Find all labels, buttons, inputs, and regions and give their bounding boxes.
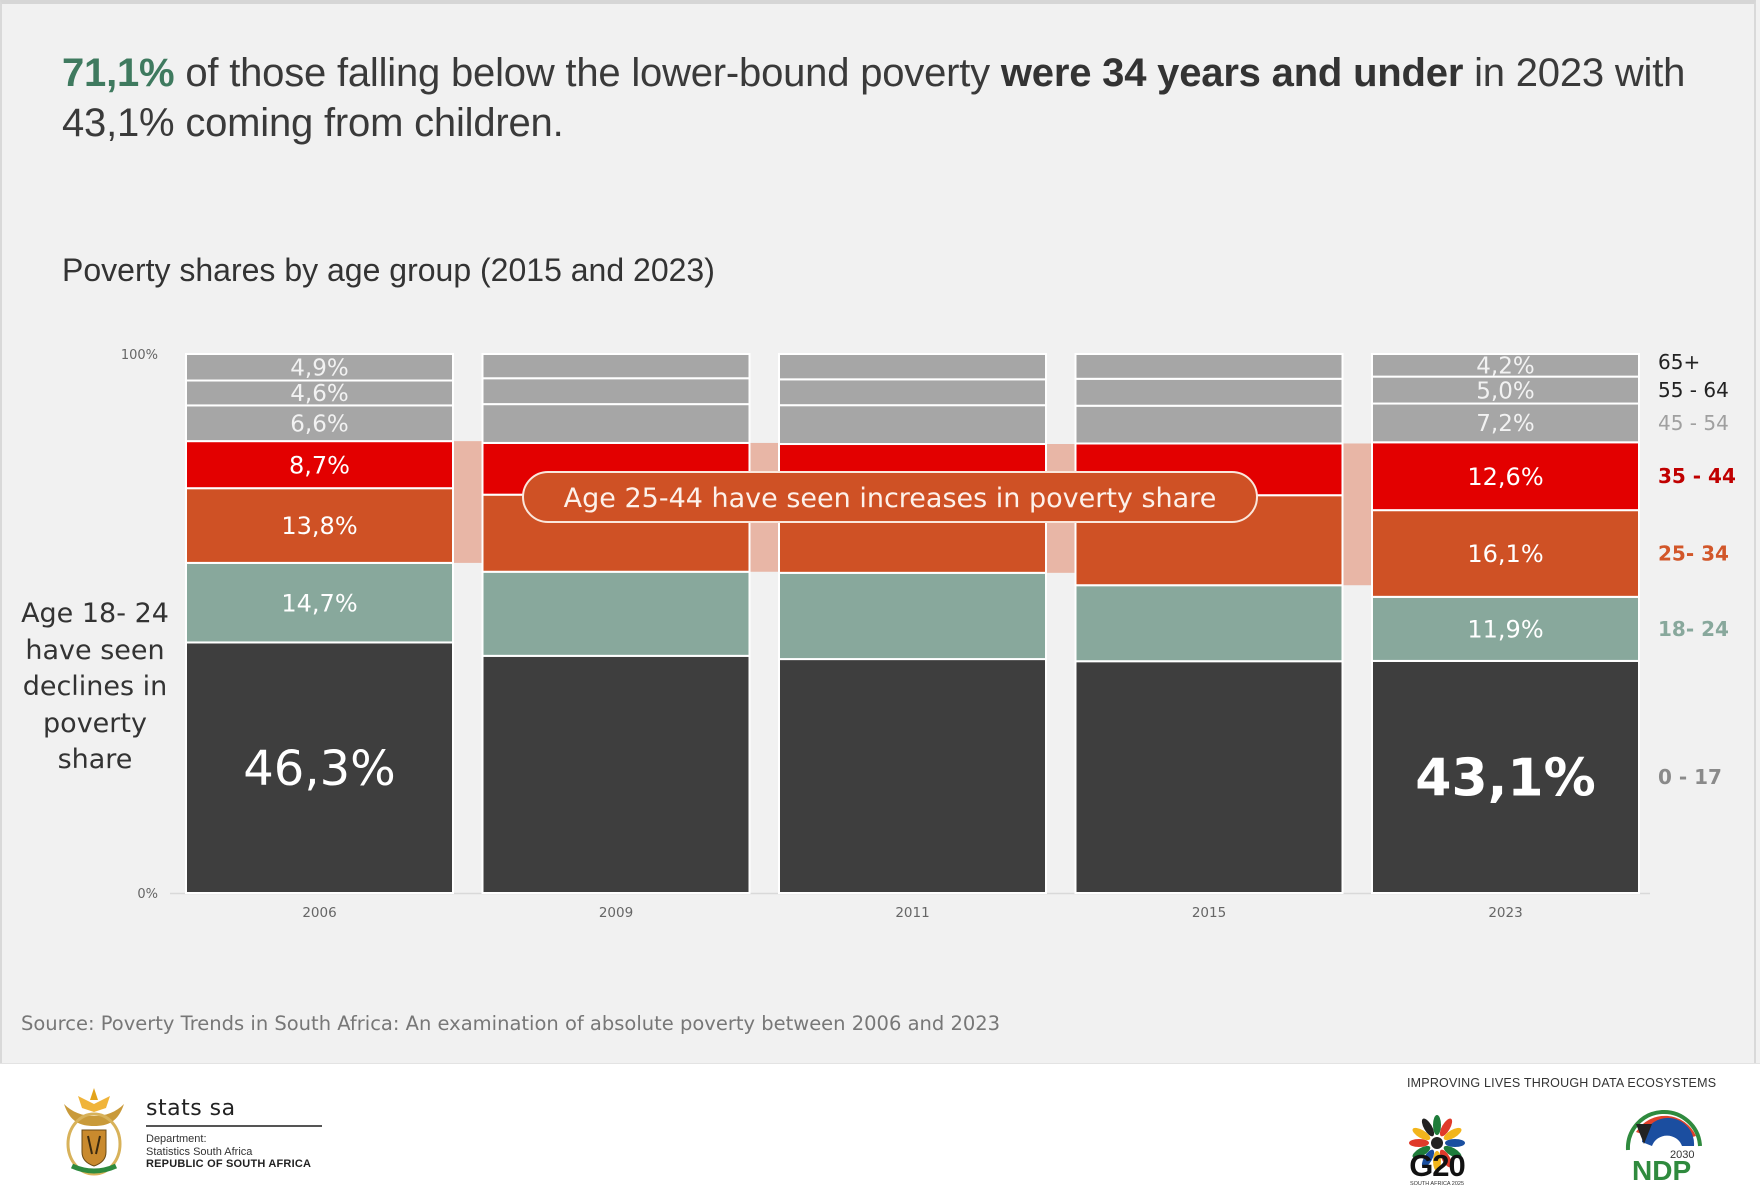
bar-segment xyxy=(185,353,454,382)
legend-label: 25- 34 xyxy=(1658,542,1729,566)
g20-logo-icon xyxy=(1409,1115,1465,1171)
headline-accent-value: 71,1% xyxy=(62,51,175,95)
ndp-2030-logo-icon: 2030 NDP xyxy=(1625,1109,1702,1184)
bar-segment xyxy=(481,403,751,444)
x-tick-label: 2023 xyxy=(1488,905,1522,921)
bar-segment xyxy=(1371,595,1640,662)
bar-segment xyxy=(185,379,454,407)
headline-text-1: of those falling below the lower-bound p… xyxy=(174,51,1001,95)
headline: 71,1% of those falling below the lower-b… xyxy=(62,48,1702,148)
bar-segment xyxy=(481,353,751,380)
legend-label: 65+ xyxy=(1658,350,1700,374)
data-label: 14,7% xyxy=(281,589,357,617)
bar-segment xyxy=(778,353,1047,381)
bar-segment xyxy=(1074,660,1344,895)
bar-segment xyxy=(778,658,1047,894)
data-label: 5,0% xyxy=(1476,378,1534,404)
connector-band xyxy=(453,441,483,563)
bar-segment xyxy=(185,487,454,564)
bar-segment xyxy=(778,404,1047,446)
bar-segment xyxy=(185,404,454,443)
bar-segment xyxy=(481,377,751,406)
data-label: 6,6% xyxy=(290,412,348,438)
data-label: 7,2% xyxy=(1476,411,1534,437)
g20-sublabel: SOUTH AFRICA 2025 xyxy=(1409,1181,1465,1187)
org-name: stats sa xyxy=(146,1096,236,1121)
bar-segment xyxy=(1074,353,1344,380)
coat-of-arms-icon xyxy=(64,1088,124,1176)
ndp-year: 2030 xyxy=(1670,1149,1694,1161)
bar-segment xyxy=(778,571,1047,661)
data-label: 4,6% xyxy=(290,381,348,407)
connector-band xyxy=(1342,443,1372,586)
bar-segment xyxy=(778,378,1047,407)
bar-segment xyxy=(1371,509,1640,598)
bar-segment xyxy=(481,654,751,894)
data-label: 12,6% xyxy=(1467,463,1543,491)
data-label: 11,9% xyxy=(1467,616,1543,644)
bar-segment xyxy=(1074,404,1344,445)
x-tick-label: 2015 xyxy=(1192,905,1226,921)
stacked-bar-chart: 100% 0% 46,3% 14,7% 13,8% 8,7% 6,6% 4,6%4,9% 200… xyxy=(121,348,1736,921)
brand-divider xyxy=(146,1125,322,1127)
data-label: 13,8% xyxy=(281,512,357,540)
data-label: 43,1% xyxy=(1415,749,1595,809)
footer-tagline: IMPROVING LIVES THROUGH DATA ECOSYSTEMS xyxy=(1407,1076,1717,1090)
x-tick-label: 2006 xyxy=(302,905,336,921)
legend-label: 0 - 17 xyxy=(1658,765,1722,789)
y-tick-label: 0% xyxy=(137,887,158,902)
g20-label: G20 xyxy=(1409,1148,1466,1183)
bar-segment xyxy=(1371,353,1640,378)
bar-segment xyxy=(1074,377,1344,407)
headline-bold-text: were 34 years and under xyxy=(1000,51,1464,95)
x-tick-label: 2011 xyxy=(895,905,929,921)
bar-segment xyxy=(185,561,454,644)
legend-label: 35 - 44 xyxy=(1658,464,1736,488)
bar-segment xyxy=(1074,584,1344,663)
legend-label: 45 - 54 xyxy=(1658,411,1729,435)
legend-label: 55 - 64 xyxy=(1658,378,1729,402)
data-label: 46,3% xyxy=(243,741,395,797)
headline-text-2: in 2023 with 43,1% coming from children. xyxy=(62,51,1686,145)
ndp-label: NDP xyxy=(1632,1155,1691,1184)
y-tick-label: 100% xyxy=(121,348,158,363)
data-label: 8,7% xyxy=(289,451,350,479)
bar-segment xyxy=(185,440,454,490)
bar-segment xyxy=(185,641,454,894)
x-tick-label: 2009 xyxy=(599,905,633,921)
country-name: REPUBLIC OF SOUTH AFRICA xyxy=(146,1158,312,1170)
data-label: 4,9% xyxy=(290,356,348,382)
side-annotation: Age 18- 24 have seen declines in poverty… xyxy=(21,598,169,775)
source-note: Source: Poverty Trends in South Africa: … xyxy=(21,1012,1001,1035)
footer-bar xyxy=(0,1063,1760,1201)
data-label: 4,2% xyxy=(1476,354,1534,380)
data-label: 16,1% xyxy=(1467,540,1543,568)
dept-line-2: Statistics South Africa xyxy=(146,1145,253,1158)
chart-title: Poverty shares by age group (2015 and 20… xyxy=(62,252,715,288)
stats-sa-brand: stats sa Department: Statistics South Af… xyxy=(146,1096,322,1170)
callout-annotation: Age 25-44 have seen increases in poverty… xyxy=(522,471,1258,523)
legend-label: 18- 24 xyxy=(1658,617,1729,641)
dept-line-1: Department: xyxy=(146,1133,207,1145)
bar-segment xyxy=(481,570,751,657)
